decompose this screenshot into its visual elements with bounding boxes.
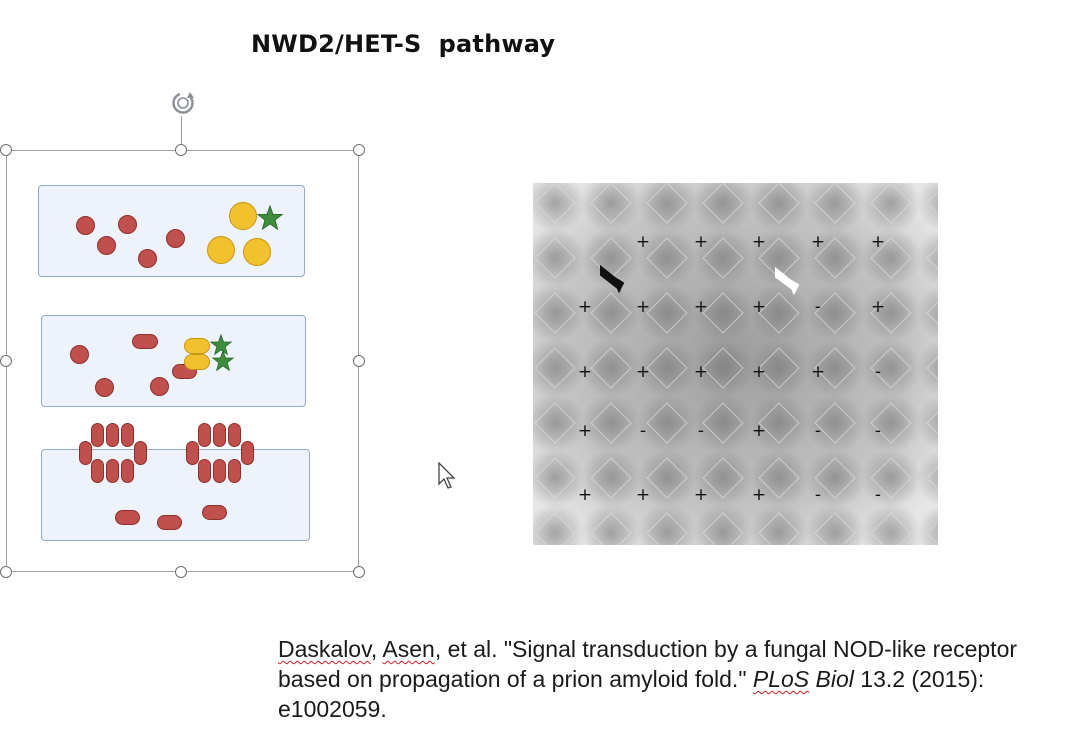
assay-result-negative: - xyxy=(640,421,646,441)
assay-result-negative: - xyxy=(815,297,821,317)
amyloid-subunit xyxy=(106,459,119,483)
assay-result-positive: + xyxy=(694,232,708,252)
slide-title: NWD2/HET-S pathway xyxy=(251,30,556,58)
amyloid-subunit xyxy=(213,459,226,483)
white-arrow xyxy=(775,266,800,296)
assay-result-positive: + xyxy=(636,485,650,505)
assay-result-positive: + xyxy=(811,232,825,252)
resize-handle-top-left[interactable] xyxy=(0,144,12,156)
amyloid-subunit xyxy=(121,423,134,447)
assay-result-negative: - xyxy=(698,421,704,441)
citation-author2: Asen xyxy=(382,636,435,662)
citation-sep: , xyxy=(370,636,383,662)
receptor xyxy=(229,202,257,230)
assay-result-positive: + xyxy=(636,232,650,252)
receptor xyxy=(207,236,235,264)
assay-result-negative: - xyxy=(875,421,881,441)
amyloid-subunit xyxy=(228,423,241,447)
monomer xyxy=(97,236,116,255)
assay-result-positive: + xyxy=(694,297,708,317)
assay-result-positive: + xyxy=(752,297,766,317)
assay-result-positive: + xyxy=(578,297,592,317)
amyloid-subunit xyxy=(121,459,134,483)
amyloid-subunit xyxy=(157,515,182,530)
amyloid-subunit xyxy=(91,423,104,447)
rotate-connector xyxy=(181,116,182,144)
assay-result-positive: + xyxy=(578,362,592,382)
amyloid-subunit xyxy=(134,441,147,465)
monomer xyxy=(138,249,157,268)
citation-journal-name: Biol xyxy=(809,666,854,692)
assay-result-negative: - xyxy=(815,421,821,441)
monomer xyxy=(118,215,137,234)
barrage-assay-image: + + + + + + + + + - + + + + + + - + - - + - - + + + + - - xyxy=(533,183,938,545)
amyloid-subunit xyxy=(202,505,227,520)
assay-result-positive: + xyxy=(752,232,766,252)
ligand-star-icon xyxy=(211,350,235,372)
assay-result-positive: + xyxy=(871,232,885,252)
citation-volume: 13.2 (2015): e1002059. xyxy=(278,666,985,722)
resize-handle-left[interactable] xyxy=(0,355,12,367)
black-arrow xyxy=(600,264,625,294)
amyloid-subunit xyxy=(91,459,104,483)
assay-result-positive: + xyxy=(636,297,650,317)
monomer xyxy=(76,216,95,235)
assay-result-positive: + xyxy=(811,362,825,382)
resize-handle-bottom-left[interactable] xyxy=(0,566,12,578)
receptor-oligomer xyxy=(184,338,210,354)
ligand-star-icon xyxy=(209,334,233,356)
amyloid-subunit xyxy=(198,459,211,483)
assay-result-positive: + xyxy=(752,421,766,441)
monomer xyxy=(150,377,169,396)
amyloid-subunit xyxy=(198,423,211,447)
receptor-oligomer xyxy=(184,354,210,370)
amyloid-subunit xyxy=(186,441,199,465)
amyloid-subunit xyxy=(228,459,241,483)
assay-result-positive: + xyxy=(871,297,885,317)
monomer xyxy=(70,345,89,364)
ligand-star-icon xyxy=(256,205,284,231)
assay-result-negative: - xyxy=(875,485,881,505)
citation-author1: Daskalov xyxy=(278,636,371,662)
resize-handle-right[interactable] xyxy=(353,355,365,367)
amyloid-subunit xyxy=(115,510,140,525)
assay-result-positive: + xyxy=(578,421,592,441)
assay-result-positive: + xyxy=(752,362,766,382)
receptor xyxy=(243,238,271,266)
amyloid-subunit xyxy=(132,334,158,349)
assay-result-negative: - xyxy=(815,485,821,505)
resize-handle-bottom[interactable] xyxy=(175,566,187,578)
assay-result-positive: + xyxy=(752,485,766,505)
assay-result-positive: + xyxy=(636,362,650,382)
amyloid-subunit xyxy=(241,441,254,465)
assay-result-negative: - xyxy=(875,362,881,382)
amyloid-subunit xyxy=(213,423,226,447)
monomer xyxy=(166,229,185,248)
mouse-cursor-icon xyxy=(438,462,456,489)
resize-handle-top[interactable] xyxy=(175,144,187,156)
resize-handle-bottom-right[interactable] xyxy=(353,566,365,578)
assay-result-positive: + xyxy=(578,485,592,505)
assay-result-positive: + xyxy=(694,362,708,382)
amyloid-subunit xyxy=(106,423,119,447)
citation-body: , et al. "Signal transduction by a funga… xyxy=(278,636,1018,692)
rotate-icon[interactable] xyxy=(166,88,200,118)
resize-handle-top-right[interactable] xyxy=(353,144,365,156)
assay-result-positive: + xyxy=(694,485,708,505)
citation-journal-abbrev: PLoS xyxy=(752,666,810,692)
monomer xyxy=(95,378,114,397)
amyloid-subunit xyxy=(79,441,92,465)
citation-text: Daskalov, Asen, et al. "Signal transduct… xyxy=(278,634,1078,724)
